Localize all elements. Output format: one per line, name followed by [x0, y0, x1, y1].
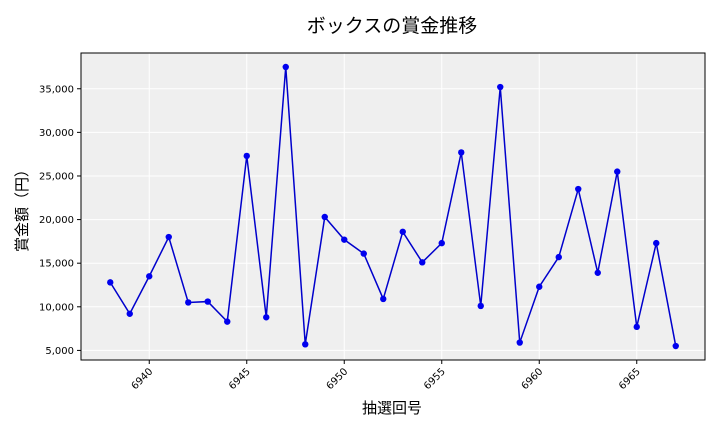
data-point	[497, 83, 504, 91]
data-point	[516, 339, 523, 346]
data-point	[633, 323, 640, 331]
x-tick-label: 6940	[130, 366, 156, 392]
data-point	[243, 152, 250, 160]
y-tick-label: 20,000	[39, 215, 74, 226]
data-point	[341, 236, 348, 243]
y-tick-label: 10,000	[39, 302, 74, 313]
y-tick-label: 30,000	[39, 128, 74, 139]
data-point	[126, 310, 133, 317]
data-point	[575, 185, 582, 193]
x-tick-label: 6945	[227, 366, 253, 392]
x-tick-label: 6950	[325, 366, 351, 392]
data-point	[594, 269, 601, 276]
data-point	[224, 318, 231, 325]
data-point	[614, 168, 621, 175]
data-point	[321, 213, 328, 221]
data-point	[302, 341, 309, 348]
data-point	[204, 298, 211, 305]
data-point	[360, 250, 367, 257]
data-point	[438, 239, 445, 247]
data-point	[536, 283, 543, 290]
data-point	[146, 273, 153, 280]
y-tick-label: 15,000	[39, 259, 74, 270]
data-point	[380, 295, 387, 303]
data-point	[165, 233, 172, 241]
grid	[81, 53, 705, 360]
y-tick-label: 35,000	[39, 84, 74, 95]
data-point	[555, 253, 562, 261]
y-tick-label: 5,000	[45, 346, 74, 357]
data-point	[107, 279, 114, 286]
series-line	[109, 66, 677, 347]
y-tick-label: 25,000	[39, 171, 74, 182]
data-point	[399, 228, 406, 235]
plot-frame	[80, 52, 706, 361]
data-point	[282, 63, 289, 71]
data-point	[185, 299, 192, 306]
x-axis-ticks: 6940 6945 6950 6955 6960 6965	[130, 360, 643, 392]
data-point	[477, 302, 484, 310]
data-point	[419, 259, 426, 266]
data-points	[107, 63, 679, 350]
x-tick-label: 6960	[520, 366, 546, 392]
chart-title: ボックスの賞金推移	[307, 15, 477, 37]
x-axis-label: 抽選回号	[362, 399, 422, 417]
axes	[80, 52, 706, 361]
x-tick-label: 6965	[617, 366, 643, 392]
y-axis-ticks: 5,000 10,000 15,000 20,000 25,000 30,000 35,00…	[39, 84, 81, 357]
plot-area	[81, 53, 705, 360]
data-point	[672, 342, 679, 350]
data-point	[458, 149, 465, 156]
data-point	[263, 314, 270, 321]
x-tick-label: 6955	[422, 366, 448, 392]
y-axis-label: 賞金額（円）	[13, 162, 31, 252]
data-point	[653, 239, 660, 247]
